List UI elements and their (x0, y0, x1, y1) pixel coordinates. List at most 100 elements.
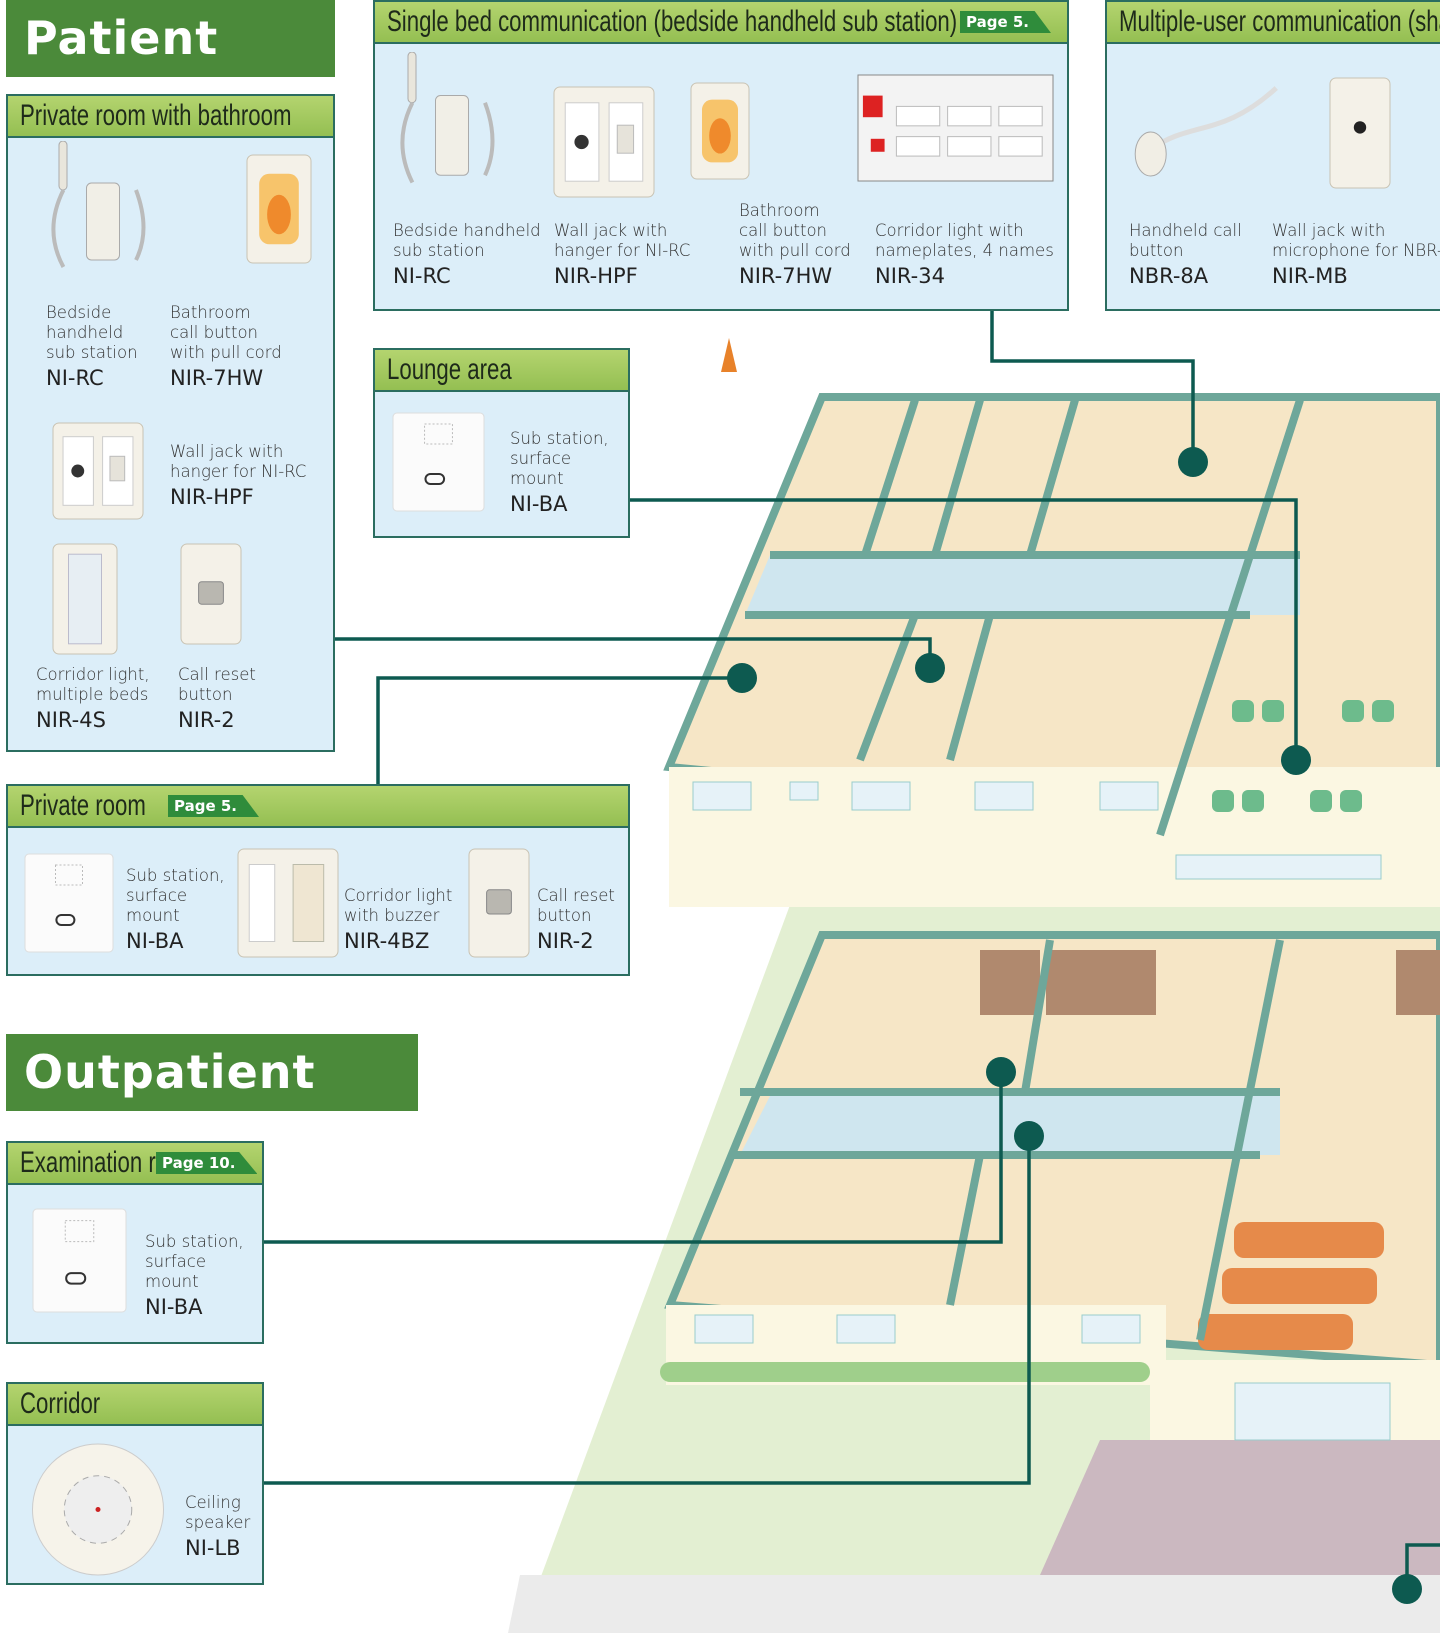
panel-title: Lounge area (387, 350, 512, 390)
product-model: NIR-4S (36, 705, 150, 735)
entrance-door (1235, 1383, 1390, 1440)
panel-title-bar: Lounge area (375, 350, 628, 392)
product-model: NI-RC (393, 261, 541, 291)
product-model: NIR-2 (537, 926, 615, 956)
product-model: NIR-HPF (170, 482, 306, 512)
section-heading: Outpatient Floor (6, 1034, 418, 1111)
product-model: NBR-8A (1129, 261, 1242, 291)
product-model: NIR-7HW (170, 363, 282, 393)
product: Sub station,surfacemountNI-BA (126, 866, 225, 956)
panel-title-bar: Private room with bathroom (8, 96, 333, 138)
product-description: Corridor light (344, 886, 452, 906)
product-description: Corridor light with (875, 221, 1054, 241)
product-image (468, 848, 530, 958)
product-description: with pull cord (170, 343, 282, 363)
panel-title: Private room (20, 786, 146, 826)
product-image (32, 1208, 127, 1313)
panel-title: Private room with bathroom (20, 96, 291, 136)
product-model: NIR-HPF (554, 261, 690, 291)
panel-title: Corridor (20, 1384, 100, 1424)
product-description: with buzzer (344, 906, 452, 926)
product-model: NIR-34 (875, 261, 1054, 291)
product-description: Bathroom (739, 201, 851, 221)
page-reference: Page 10. (156, 1152, 257, 1174)
product-description: surface (510, 449, 609, 469)
product-description: Call reset (178, 665, 256, 685)
product-model: NI-BA (126, 926, 225, 956)
front-window (1176, 855, 1381, 879)
upper-front (669, 767, 1440, 907)
page-reference: Page 5. (960, 11, 1051, 33)
product-model: NI-BA (510, 489, 609, 519)
hedge (660, 1362, 1150, 1382)
product-image (1129, 77, 1284, 187)
product-description: Sub station, (145, 1232, 244, 1252)
product-image (52, 422, 144, 520)
product-model: NI-RC (46, 363, 138, 393)
product-image (246, 154, 312, 264)
product-image (397, 52, 507, 197)
product-description: sub station (46, 343, 138, 363)
product-description: Wall jack with (170, 442, 306, 462)
product-image (24, 853, 114, 953)
product-description: hanger for NI-RC (554, 241, 690, 261)
product-description: surface (145, 1252, 244, 1272)
section-heading: Patient Ward (6, 0, 335, 77)
product-description: button (537, 906, 615, 926)
product-description: call button (739, 221, 851, 241)
product-description: call button (170, 323, 282, 343)
product-panel: Single bed communication (bedside handhe… (373, 0, 1069, 311)
panel-title-bar: Corridor (8, 1384, 262, 1426)
product-image (22, 1442, 174, 1577)
product-description: Corridor light, (36, 665, 150, 685)
product-description: Sub station, (126, 866, 225, 886)
pull-cord (721, 338, 737, 372)
page-reference: Page 5. (168, 795, 259, 817)
product-image (1329, 77, 1391, 189)
product-image (392, 412, 485, 512)
product-panel: Multiple-user communication (sharedHandh… (1105, 0, 1440, 311)
product-description: Wall jack with (554, 221, 690, 241)
product-model: NIR-4BZ (344, 926, 452, 956)
product-description: Sub station, (510, 429, 609, 449)
product-image (52, 543, 118, 655)
upper-corridor (745, 555, 1300, 615)
product-image (48, 141, 158, 281)
product-description: hanger for NI-RC (170, 462, 306, 482)
panel-title-bar: Multiple-user communication (shared (1107, 2, 1440, 44)
product-description: multiple beds (36, 685, 150, 705)
product-description: Bathroom (170, 303, 282, 323)
product-description: mount (510, 469, 609, 489)
product-model: NI-BA (145, 1292, 244, 1322)
panel-title: Multiple-user communication (shared (1119, 2, 1440, 42)
pavement (508, 1575, 1440, 1633)
product-model: NIR-2 (178, 705, 256, 735)
product-description: mount (126, 906, 225, 926)
product-description: surface (126, 886, 225, 906)
product-image (237, 848, 339, 958)
product-image (690, 82, 750, 180)
product-description: sub station (393, 241, 541, 261)
product-description: button (178, 685, 256, 705)
product-description: Wall jack with (1272, 221, 1440, 241)
product-model: NIR-MB (1272, 261, 1440, 291)
product-model: NI-LB (185, 1533, 250, 1563)
product-description: Bedside (46, 303, 138, 323)
